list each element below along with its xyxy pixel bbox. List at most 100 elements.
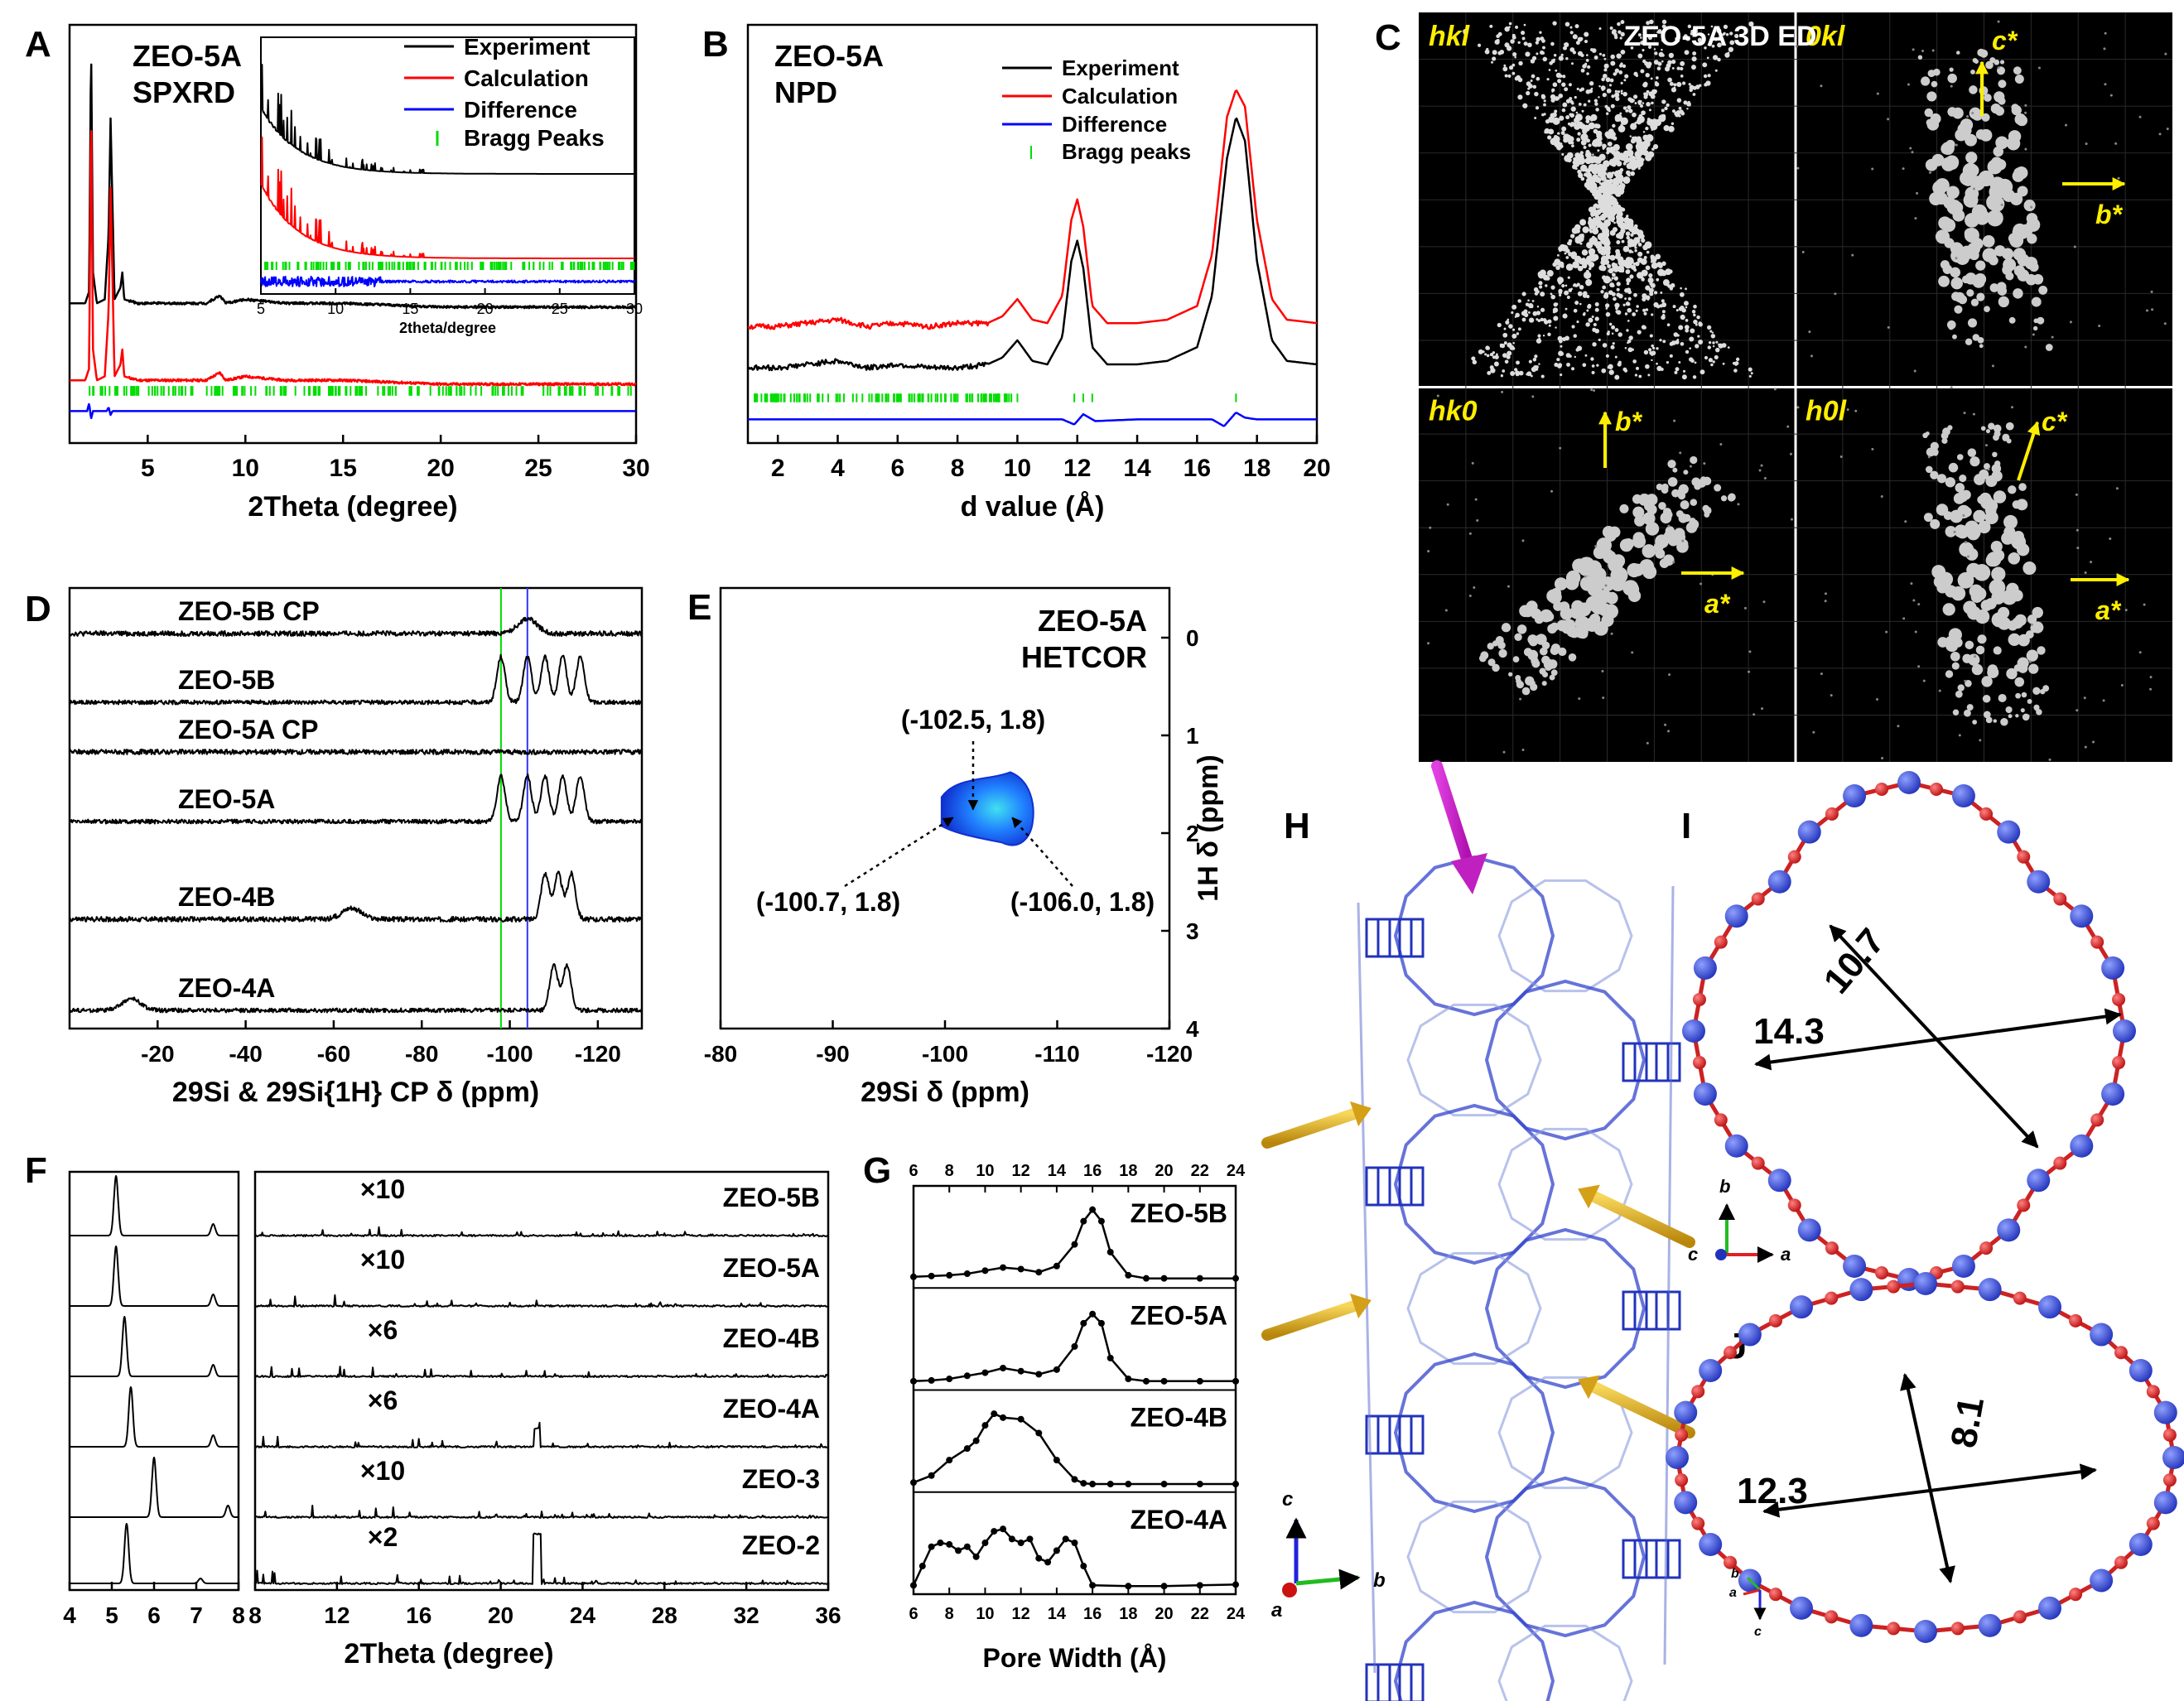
panel-c-reflection: [1494, 354, 1499, 359]
panel-c-reflection: [1583, 103, 1587, 107]
panel-c-reflection: [1702, 62, 1708, 68]
panel-c-reflection: [1728, 493, 1736, 502]
ring-oxygen-atom: [1875, 783, 1889, 797]
panel-c-reflection: [1436, 394, 1439, 398]
panel-c-reflection: [1584, 575, 1587, 578]
panel-c-reflection: [1935, 178, 1950, 193]
panel-c-reflection: [1619, 167, 1624, 172]
panel-c-reflection: [1985, 60, 1994, 70]
panel-c-reflection: [1972, 720, 1978, 725]
panel-c-reflection: [1584, 271, 1592, 279]
panel-a-inset-tick-label: 30: [626, 301, 643, 317]
panel-c-reflection: [1593, 128, 1598, 134]
panel-c-reflection: [1585, 322, 1590, 327]
panel-c-reflection: [1499, 345, 1502, 348]
panel-c-reflection: [1620, 117, 1628, 125]
panel-g-point: [928, 1543, 935, 1550]
panel-a-tick-label: 20: [427, 455, 454, 482]
panel-i-ring: 10.714.3: [1682, 771, 2136, 1291]
panel-c-reflection: [1557, 79, 1562, 84]
panel-c-reflection: [1584, 31, 1589, 37]
panel-c-reflection: [1569, 31, 1574, 35]
panel-c-reflection: [1636, 272, 1644, 279]
panel-label-C: C: [1375, 17, 1401, 58]
panel-c-reflection: [1658, 51, 1664, 57]
panel-e-tick-label: 1: [1186, 723, 1199, 749]
ring-silicon-atom: [2153, 1491, 2177, 1515]
panel-c-reflection: [1727, 346, 1730, 349]
panel-c-reflection: [1539, 269, 1546, 277]
panel-c-reflection: [1675, 367, 1680, 372]
panel-c-reflection: [1614, 328, 1619, 332]
panel-c-reflection: [1603, 63, 1609, 69]
panel-c-reflection: [1627, 105, 1632, 110]
panel-g-point: [1160, 1481, 1168, 1488]
panel-c-reflection: [1552, 112, 1557, 118]
panel-c-reflection: [1987, 666, 1999, 678]
panel-c-reflection: [1582, 226, 1589, 234]
panel-c-reflection: [1564, 290, 1569, 296]
panel-c-reflection: [1812, 730, 1815, 734]
panel-g-point: [981, 1267, 989, 1275]
panel-c-reflection: [2026, 649, 2038, 662]
panel-c-reflection: [1622, 91, 1627, 97]
panel-c-reflection: [1529, 317, 1535, 323]
panel-c-reflection: [1650, 77, 1653, 80]
panel-c-reflection: [1954, 524, 1968, 538]
panel-d-tick-label: -80: [405, 1041, 438, 1067]
panel-c-reflection: [1710, 363, 1714, 367]
panel-h-channel-arrow: [1261, 1108, 1360, 1149]
panel-c-reflection: [1627, 347, 1633, 353]
panel-c-reflection: [1566, 134, 1571, 139]
panel-c-reflection: [1830, 694, 1833, 697]
panel-f-series-high-zeo-3: [254, 1505, 828, 1519]
panel-c-reflection: [1571, 367, 1575, 371]
ring-silicon-atom: [1978, 1613, 2002, 1637]
panel-c-reflection: [1952, 334, 1957, 340]
panel-g-point: [1097, 1319, 1105, 1327]
panel-c-reflection: [1988, 422, 1995, 430]
panel-c-reflection: [1534, 614, 1544, 624]
panel-b-frame: [746, 23, 1319, 445]
panel-c-reflection: [1635, 366, 1640, 370]
panel-c-reflection: [1602, 147, 1605, 150]
panel-f-frame-left: [68, 1170, 240, 1592]
panel-c-reflection: [1662, 313, 1666, 316]
panel-c-reflection: [1486, 354, 1490, 358]
panel-g-point: [928, 1472, 935, 1479]
panel-c-reflection: [1655, 253, 1661, 260]
panel-c-reflection: [1601, 368, 1607, 373]
panel-c-reflection: [2020, 708, 2025, 713]
panel-c-reflection: [1624, 297, 1627, 301]
panel-c-reflection: [1952, 107, 1964, 119]
ring-silicon-atom: [1767, 1169, 1791, 1193]
panel-c-reflection: [1487, 370, 1492, 375]
panel-c-reflection: [1685, 349, 1690, 354]
panel-f-scale-label: ×10: [360, 1456, 405, 1486]
panel-c-reflection: [1559, 351, 1564, 356]
panel-c-reflection: [1669, 81, 1674, 86]
panel-c-reflection: [1634, 373, 1638, 377]
panel-c-reflection: [2032, 273, 2044, 285]
panel-c-reflection: [1592, 228, 1599, 235]
ring-silicon-atom: [2162, 1446, 2184, 1469]
panel-c-reflection: [2023, 200, 2036, 212]
panel-c-reflection: [1646, 118, 1651, 121]
panel-c-reflection: [1584, 40, 1589, 44]
panel-c-reflection: [1588, 267, 1592, 271]
panel-c-reflection: [2000, 203, 2003, 206]
panel-c-reflection: [2076, 528, 2079, 532]
panel-c-reflection: [1607, 141, 1613, 147]
panel-c-reflection: [1593, 209, 1598, 214]
panel-c-reflection: [1613, 276, 1618, 281]
panel-c-reflection: [1748, 374, 1752, 378]
panel-c-reflection: [1885, 630, 1888, 634]
panel-c-reflection: [2037, 316, 2045, 325]
panel-c-reflection: [1681, 374, 1687, 380]
panel-c-reflection: [2027, 698, 2032, 704]
panel-c-reflection: [1993, 646, 2002, 655]
panel-g-tick-label: 22: [1191, 1605, 1209, 1623]
panel-c-reflection: [1998, 693, 2007, 702]
panel-c-reflection: [1623, 79, 1627, 82]
panel-e-tick-label: -120: [1146, 1041, 1193, 1067]
